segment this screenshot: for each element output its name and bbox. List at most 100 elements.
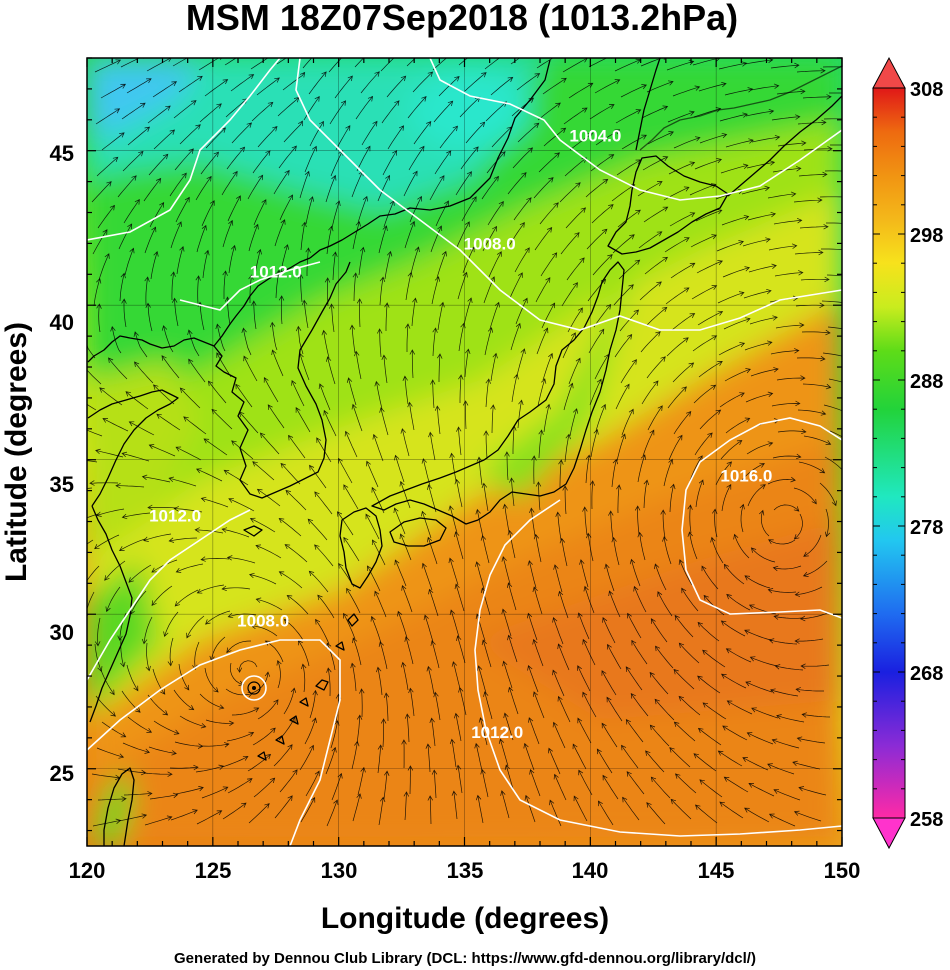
streamline-arrow [510,322,521,351]
streamline-arrow [718,342,746,356]
streamline-arrow [276,660,282,689]
streamline-arrow [305,247,311,276]
colorbar-tick-label: 278 [910,517,943,539]
streamline-arrow [143,533,172,542]
streamline-arrow [141,474,171,483]
x-tick-label: 135 [447,858,484,883]
streamline-arrow [649,671,669,695]
streamline-arrow [257,125,278,148]
streamline-arrow [535,277,551,303]
streamline-arrow [338,457,353,484]
streamline-arrow [170,809,198,821]
streamline-arrow [660,509,666,539]
streamline-arrow [127,126,151,146]
streamline-arrow [829,430,842,438]
streamline-arrow [187,329,200,357]
streamline-arrow [589,104,615,120]
streamline-arrow [169,172,187,197]
streamline-arrow [229,662,245,686]
streamline-arrow [179,715,207,729]
streamline-arrow [283,120,303,143]
streamline-arrow [578,769,593,796]
streamline-arrow [425,743,431,773]
streamline-arrow [383,692,390,722]
streamline-arrow [117,175,137,198]
streamline-arrow [299,170,310,199]
streamline-arrow [668,161,696,175]
streamline-arrow [283,618,304,641]
y-tick-label: 35 [50,472,74,497]
streamline-arrow [430,225,443,253]
streamline-arrow [693,753,717,772]
streamline-arrow [665,287,690,305]
streamline-arrow [409,349,416,379]
streamline-arrow [489,301,500,330]
streamline-arrow [507,634,518,663]
contour-label: 1012.0 [250,262,302,281]
streamline-arrow [524,794,536,823]
streamline-arrow [697,621,720,642]
streamline-arrow [354,350,362,380]
streamline-arrow [351,740,360,770]
streamline-arrow [280,244,290,273]
streamline-arrow [532,691,545,719]
contour-label: 1004.0 [569,126,621,145]
streamline-arrow [400,428,410,457]
streamline-arrow [673,136,701,149]
streamline-arrow [335,125,351,151]
streamline-arrow [222,802,247,820]
axis-ticks [86,57,843,846]
streamline-arrow [793,810,822,822]
streamline-arrow [236,660,258,673]
streamline-arrow [314,544,334,567]
streamline-arrow [630,693,649,717]
x-tick-label: 120 [69,858,106,883]
streamline-arrow [247,753,272,772]
streamline-arrow [228,244,237,274]
streamline-arrow [434,405,441,435]
streamline-arrow [673,411,692,435]
streamline-arrow [502,503,510,533]
x-tick-label: 150 [824,858,861,883]
streamline-arrow [582,638,596,666]
streamline-arrow [722,725,748,741]
contour-1008-typhoon [87,639,341,846]
streamline-arrow [360,71,380,94]
streamline-arrow [795,302,825,309]
streamline-arrow [221,755,249,768]
streamline-arrow [772,453,802,460]
streamline-arrow [331,772,343,801]
kyushu-coastline [339,507,383,589]
streamline-arrow [454,531,464,560]
streamline-arrow [196,584,225,594]
streamline-arrow [767,763,795,775]
streamline-arrow [432,58,447,71]
streamline-arrow [741,462,765,481]
streamline-arrow [278,571,303,589]
streamline-arrow [224,58,237,66]
streamline-arrow [123,791,153,797]
streamline-arrow [205,127,227,149]
streamline-arrow [200,742,230,748]
streamline-arrow [356,714,363,744]
streamline-arrow [654,698,675,721]
streamline-arrow [748,263,777,273]
streamline-arrow [231,122,253,144]
streamline-arrow [657,591,673,617]
streamline-arrow [647,405,663,431]
streamline-arrow [100,669,115,696]
streamline-arrow [350,662,357,692]
streamline-arrow [588,58,612,68]
streamline-arrow [694,804,718,824]
colorbar-tick-label: 258 [910,809,943,831]
streamline-arrow [407,96,427,119]
streamline-arrow [582,506,588,536]
streamline-arrow [87,539,94,545]
streamline-arrow [536,327,549,355]
streamline-arrow [325,356,336,385]
streamline-arrow [777,428,807,435]
streamline-arrow [148,153,169,176]
streamline-arrow [672,362,695,383]
streamline-arrow [626,771,645,795]
streamline-arrow [593,304,612,328]
